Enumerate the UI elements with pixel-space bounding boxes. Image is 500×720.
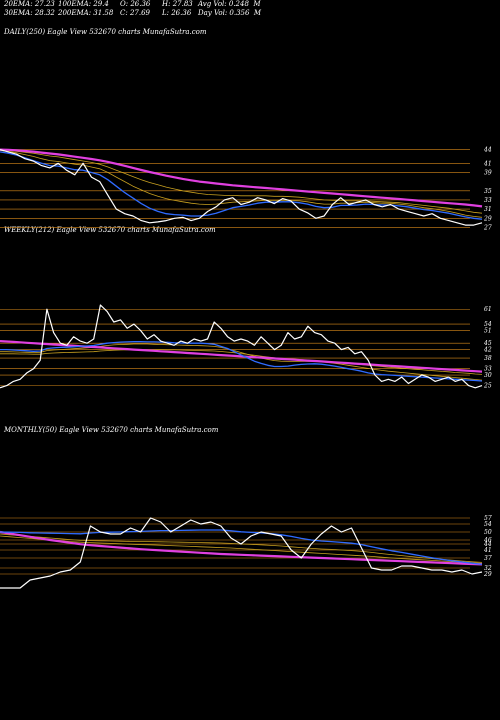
ema30-series-line [0,150,483,218]
header-ema30: 30EMA: 28.32 [4,9,55,17]
header-ema200: 200EMA: 31.58 [58,9,114,17]
price-series-line [0,517,483,589]
header-close: C: 27.69 [120,9,150,17]
y-tick-label: 57 [484,515,492,522]
y-tick-label: 32 [484,565,492,572]
price-series-line [0,304,483,389]
ema100-series-line [0,149,483,214]
header-dayvol: Day Vol: 0.356 M [198,9,262,17]
y-tick-label: 46 [483,537,492,544]
y-tick-label: 54 [484,321,492,328]
price-series-line [0,149,483,226]
y-tick-label: 31 [484,206,492,213]
header-high: H: 27.83 [162,0,193,8]
y-tick-label: 30 [484,372,492,379]
y-tick-label: 39 [484,169,492,176]
y-tick-label: 51 [484,327,492,334]
y-tick-label: 44 [483,147,492,154]
y-tick-label: 33 [484,197,492,204]
header-avgvol: Avg Vol: 0.248 M [198,0,261,8]
y-tick-label: 41 [483,547,492,554]
ema200-series-line [0,148,483,208]
header-ema20: 20EMA: 27.23 [4,0,55,8]
ema200-series-line [0,340,483,373]
y-tick-label: 29 [483,215,492,222]
y-tick-label: 45 [483,340,492,347]
y-tick-label: 50 [484,529,492,536]
y-tick-label: 27 [483,224,492,231]
ema30-series-line [0,343,483,381]
y-tick-label: 44 [483,541,492,548]
y-tick-label: 35 [484,188,492,195]
chart-panel-0: 44 41 39 35 33 31 29 27 [0,147,492,231]
header-low: L: 26.36 [162,9,192,17]
ema20-series-line [0,151,483,220]
y-tick-label: 25 [483,383,492,390]
y-tick-label: 37 [484,555,492,562]
header-open: O: 26.36 [120,0,151,8]
ema100-series-line [0,535,483,564]
header-ema100: 100EMA: 29.4 [58,0,109,8]
ema200-series-line [0,530,483,566]
y-tick-label: 38 [484,355,492,362]
y-tick-label: 41 [483,160,492,167]
ema100-series-line [0,349,483,375]
y-tick-label: 33 [484,366,492,373]
y-tick-label: 54 [484,521,492,528]
y-tick-label: 42 [483,347,492,354]
ema20-series-line [0,529,483,566]
y-tick-label: 29 [483,571,492,578]
y-tick-label: 61 [484,306,492,313]
weekly-panel-label: WEEKLY(212) Eagle View 532670 charts Mun… [4,226,216,234]
daily-panel-label: DAILY(250) Eagle View 532670 charts Muna… [4,28,207,36]
monthly-panel-label: MONTHLY(50) Eagle View 532670 charts Mun… [4,426,219,434]
ema20-series-line [0,341,483,382]
